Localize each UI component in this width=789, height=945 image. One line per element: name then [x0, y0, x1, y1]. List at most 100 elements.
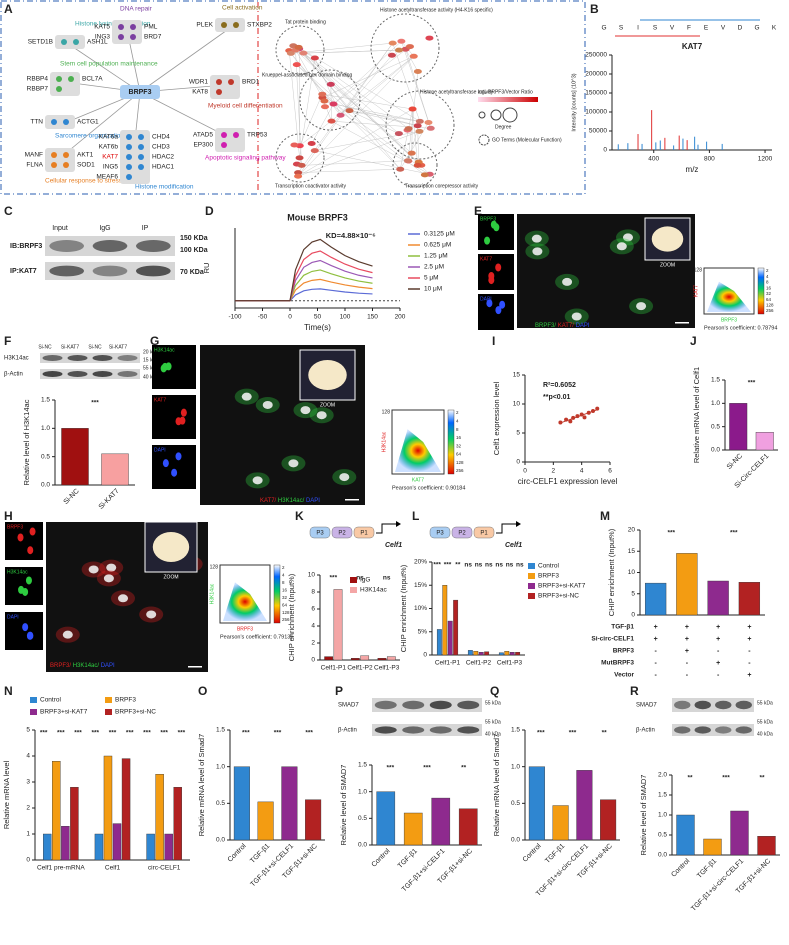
y-tick-label: 0.5	[711, 423, 720, 430]
y-tick-label: 10	[308, 572, 316, 579]
gene-label: BRD7	[144, 34, 162, 41]
y-tick-label: 1.5	[41, 397, 50, 404]
gene-node	[228, 79, 234, 85]
legend-swatch	[528, 563, 535, 569]
gene-label: ING3	[95, 34, 111, 41]
label: H3K14ac	[381, 431, 387, 452]
network-edge	[333, 103, 420, 122]
gene-node	[130, 24, 136, 30]
blot	[372, 698, 482, 712]
gene-group	[215, 18, 245, 32]
category-label: Control	[522, 842, 543, 863]
label: 4	[456, 418, 459, 423]
network-node	[407, 150, 416, 156]
x-tick-label: 150	[367, 314, 378, 321]
y-tick-label: 10	[628, 569, 636, 576]
legend-label: 1.25 μM	[424, 253, 448, 260]
y-tick-label: 1.5	[358, 762, 367, 769]
zoom-nucleus	[308, 360, 347, 390]
band	[136, 240, 171, 252]
sensorgram	[235, 269, 373, 302]
center-node	[120, 85, 160, 99]
go-term-circle	[299, 69, 361, 131]
label: 8	[456, 427, 459, 432]
label: IP	[142, 225, 149, 232]
label: +	[654, 636, 658, 643]
label: -	[686, 660, 689, 667]
label: 100 KDa	[180, 247, 208, 254]
label: BRPF3	[480, 216, 496, 222]
merge-part: BRPF3/	[535, 323, 558, 329]
degree-key	[478, 111, 486, 119]
promoter	[331, 526, 353, 539]
network-node	[404, 126, 413, 132]
y-tick-label: 1.0	[358, 788, 367, 795]
cell	[27, 631, 34, 640]
significance: ***	[126, 730, 134, 737]
x-tick-label: 1200	[758, 156, 773, 163]
gene-label: KAT6a	[99, 134, 119, 141]
y-tick-label: 5	[26, 727, 30, 734]
category-label: Celf1-P1	[321, 665, 347, 672]
go-term: Transcription corepressor activity	[405, 183, 479, 189]
group-title: Myeloid cell differentiation	[208, 103, 283, 110]
label: +	[685, 648, 689, 655]
network-edge	[349, 110, 418, 126]
merge-part: KAT7/	[558, 323, 576, 329]
panel-label: E	[474, 204, 482, 218]
y-axis-label: Relative level of SMAD7	[339, 765, 348, 846]
bar	[431, 797, 451, 846]
panel-label: F	[4, 334, 11, 348]
merge-part: DAPI	[576, 323, 590, 329]
bar	[498, 652, 504, 656]
y-tick-label: 20%	[414, 559, 427, 566]
gene-label: HDAC1	[152, 164, 174, 171]
gene-node	[126, 174, 132, 180]
network-edge	[299, 57, 316, 158]
network-node	[409, 53, 418, 59]
significance: **	[602, 730, 608, 737]
y-tick-label: 100000	[585, 109, 607, 116]
label: 2	[456, 410, 459, 415]
promoter	[451, 526, 473, 539]
network-edge	[299, 94, 323, 146]
label: Celf1	[385, 542, 402, 549]
label: IB:BRPF3	[10, 243, 42, 250]
y-tick-label: 5	[516, 430, 520, 437]
cell	[495, 306, 502, 315]
label: 16	[766, 285, 772, 290]
group-title: DNA repair	[120, 6, 153, 13]
cell	[160, 364, 167, 373]
gene-label: BRD1	[242, 79, 260, 86]
gene-node	[216, 79, 222, 85]
label: BRPF3	[129, 89, 152, 96]
label: H3K14ac	[209, 583, 215, 604]
network-node	[413, 162, 422, 168]
bar	[676, 553, 698, 616]
label: +	[654, 624, 658, 631]
bar	[484, 651, 490, 656]
legend-label: 0.625 μM	[424, 242, 451, 249]
panel-label: Q	[490, 684, 499, 698]
group-title: Apoptotic signaling pathway	[205, 155, 286, 162]
go-term-circle	[275, 133, 325, 183]
gene-group	[215, 128, 245, 152]
cell	[499, 300, 506, 309]
label: P2	[338, 531, 346, 537]
go-term-circle	[370, 13, 440, 83]
label: 40 kDa	[757, 731, 773, 737]
tss-head	[516, 521, 521, 527]
label: 128	[694, 267, 703, 273]
network-node	[310, 148, 319, 154]
label: GO Terms (Molecular Function)	[492, 137, 562, 143]
label: ZOOM	[320, 402, 335, 408]
bar	[305, 799, 322, 841]
y-tick-label: 5	[631, 590, 635, 597]
category-label: Celf1-P2	[466, 660, 492, 667]
legend-label: Control	[538, 563, 560, 570]
bar	[755, 432, 774, 451]
network-edge	[407, 71, 419, 161]
network-node	[294, 170, 303, 176]
gene-group	[50, 72, 80, 96]
gene-label: FLNA	[26, 162, 43, 169]
